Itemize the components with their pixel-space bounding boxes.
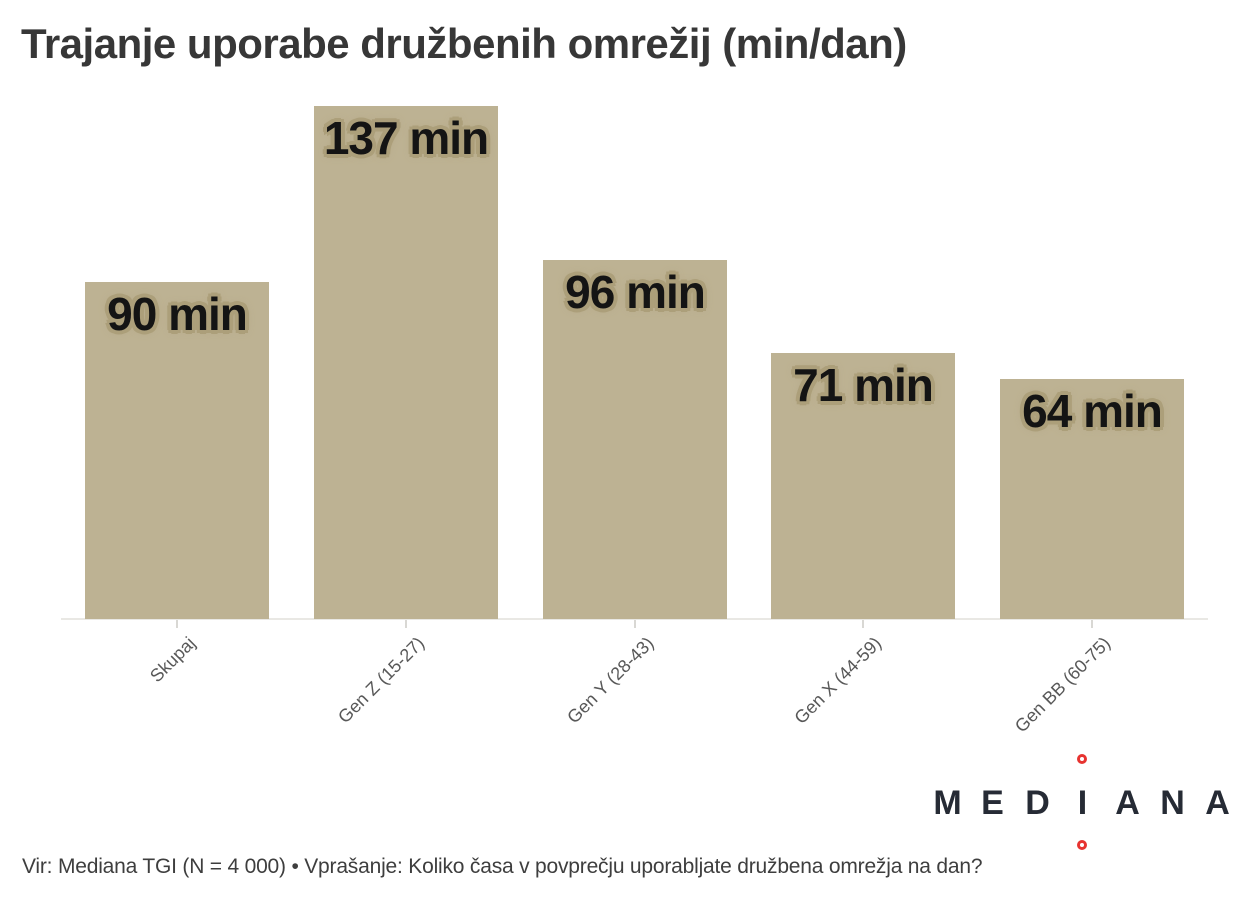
logo-letter: A	[1115, 784, 1140, 822]
logo-letter: N	[1160, 784, 1185, 822]
axis-tick	[176, 620, 178, 628]
logo-letter: M	[933, 784, 962, 822]
bar: 96 min	[543, 260, 727, 619]
bar-value-label: 90 min	[107, 288, 248, 340]
logo-letter: I	[1077, 784, 1088, 822]
bar-value-label: 64 min	[1022, 385, 1163, 437]
source-note: Vir: Mediana TGI (N = 4 000) • Vprašanje…	[22, 855, 983, 878]
chart-title: Trajanje uporabe družbenih omrežij (min/…	[21, 20, 907, 67]
bar: 90 min	[85, 282, 269, 619]
axis-tick	[862, 620, 864, 628]
category-label: Skupaj	[146, 633, 200, 687]
bar-value-label: 137 min	[323, 112, 489, 164]
bar-value-label: 71 min	[793, 359, 934, 411]
category-label: Gen BB (60-75)	[1010, 633, 1115, 737]
bar: 71 min	[771, 353, 955, 619]
category-label: Gen X (44-59)	[790, 633, 886, 728]
logo-letter: E	[981, 784, 1004, 822]
x-axis-line	[61, 618, 1208, 620]
bar-value-label: 96 min	[565, 266, 706, 318]
logo-letter: A	[1205, 784, 1230, 822]
axis-tick	[405, 620, 407, 628]
category-label: Gen Z (15-27)	[334, 633, 429, 728]
logo-letter: D	[1025, 784, 1050, 822]
logo-ring-bottom-icon	[1077, 840, 1087, 850]
bar: 137 min	[314, 106, 498, 619]
axis-tick	[1091, 620, 1093, 628]
axis-tick	[634, 620, 636, 628]
bar: 64 min	[1000, 379, 1184, 619]
category-label: Gen Y (28-43)	[562, 633, 658, 728]
logo-ring-top-icon	[1077, 754, 1087, 764]
